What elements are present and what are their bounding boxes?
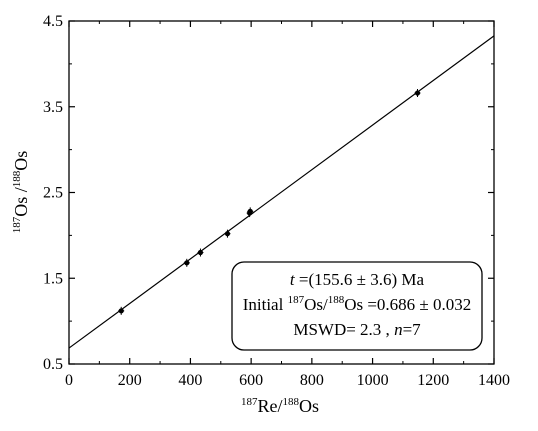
data-point [224, 231, 231, 237]
x-tick-label: 1200 [417, 372, 449, 389]
y-tick-label: 1.5 [43, 270, 63, 287]
regression-line [68, 35, 495, 349]
annotation-mswd: MSWD= 2.3 , n=7 [293, 320, 421, 339]
data-point [247, 208, 253, 214]
x-tick-label: 400 [178, 372, 202, 389]
x-tick-label: 800 [300, 372, 324, 389]
y-tick-label: 0.5 [43, 356, 63, 373]
data-point [118, 308, 124, 314]
x-tick-label: 600 [239, 372, 263, 389]
y-tick-label: 2.5 [43, 185, 63, 202]
annotation-box: t =(155.6 ± 3.6) Ma Initial 187Os/188Os … [231, 261, 483, 351]
x-axis-title: 187Re/188Os [241, 396, 319, 416]
data-point [414, 90, 421, 96]
data-point [184, 260, 190, 266]
x-axis-ticks: 0 200 400 600 800 1000 1200 1400 [65, 21, 510, 389]
annotation-age: t =(155.6 ± 3.6) Ma [290, 270, 425, 289]
x-tick-label: 1000 [357, 372, 389, 389]
x-tick-label: 200 [118, 372, 142, 389]
data-points [118, 89, 421, 315]
data-point [197, 249, 204, 256]
y-axis-ticks: 0.5 1.5 2.5 3.5 4.5 [43, 13, 494, 373]
annotation-border [231, 261, 483, 351]
x-tick-label: 1400 [478, 372, 510, 389]
y-tick-label: 4.5 [43, 13, 63, 30]
y-tick-label: 3.5 [43, 99, 63, 116]
y-axis-title: 187Os /188Os [11, 151, 31, 234]
annotation-initial-ratio: Initial 187Os/188Os =0.686 ± 0.032 [243, 294, 472, 314]
x-tick-label: 0 [65, 372, 73, 389]
